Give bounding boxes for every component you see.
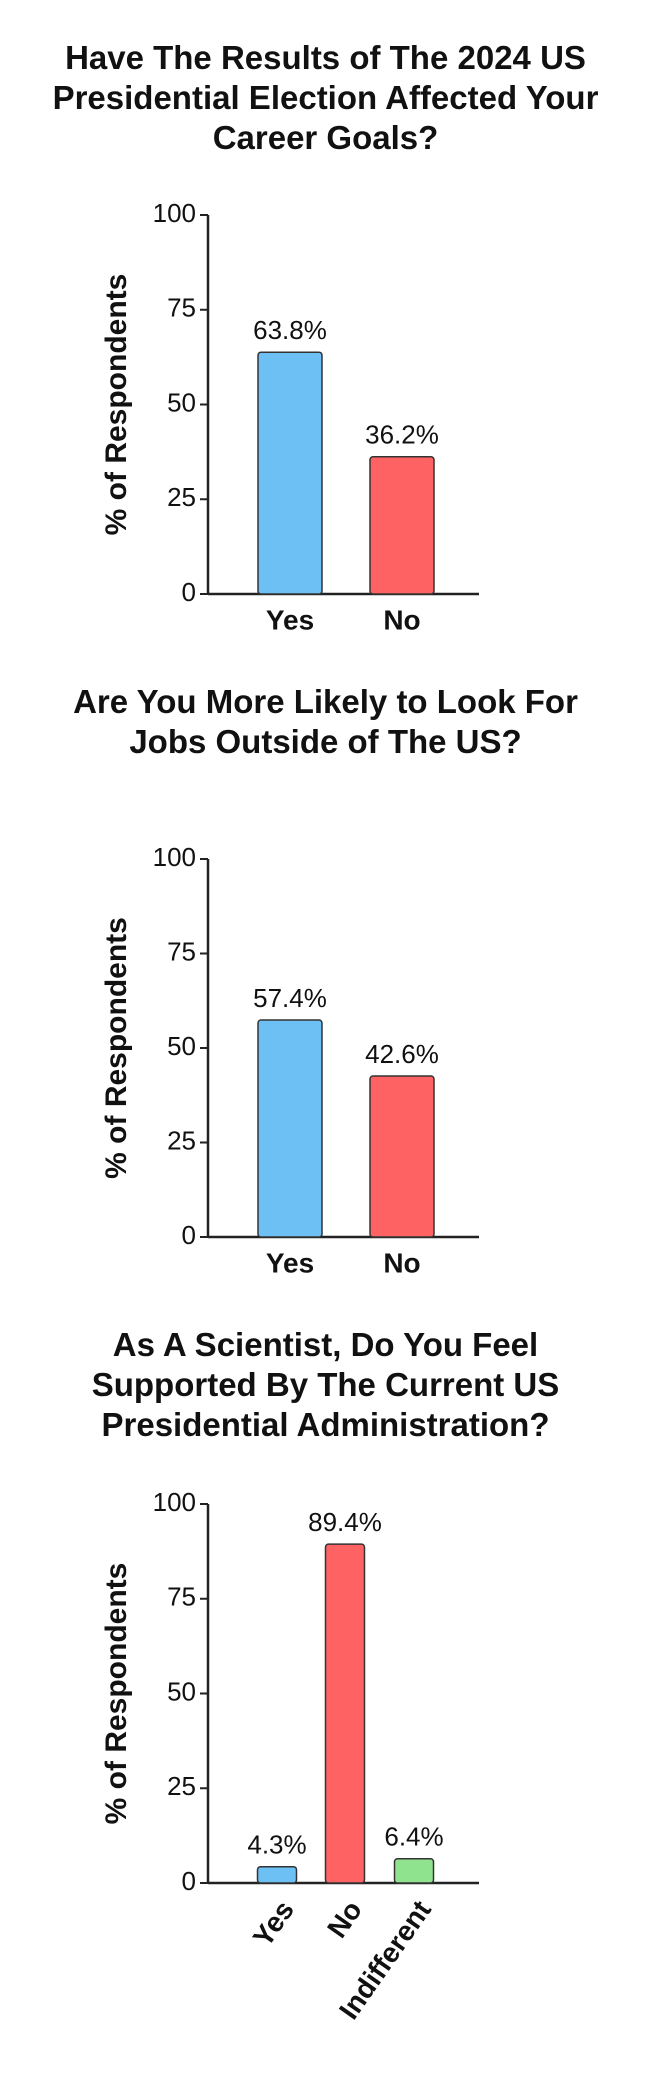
chart-title: As A Scientist, Do You Feel Supported By…: [91, 1326, 560, 1443]
y-tick-label: 100: [153, 1487, 196, 1517]
y-tick-label: 100: [153, 198, 196, 228]
y-axis-label: % of Respondents: [100, 1563, 133, 1825]
value-label: 4.3%: [247, 1830, 306, 1860]
x-tick-label: Yes: [266, 1247, 314, 1278]
bar: [256, 1865, 298, 1884]
y-tick-label: 50: [167, 1031, 196, 1061]
bar: [324, 1543, 366, 1884]
y-tick-label: 75: [167, 293, 196, 323]
x-tick-label: No: [321, 1895, 368, 1943]
x-tick-label: Yes: [266, 604, 314, 635]
bar: [257, 1019, 323, 1238]
y-tick-label: 0: [182, 1866, 196, 1896]
y-tick-label: 0: [182, 1220, 196, 1250]
y-axis-label: % of Respondents: [100, 917, 133, 1179]
y-axis-label: % of Respondents: [100, 274, 133, 536]
y-tick-label: 0: [182, 577, 196, 607]
x-tick-label: Yes: [247, 1895, 300, 1952]
value-label: 89.4%: [308, 1507, 382, 1537]
bar: [257, 351, 323, 595]
x-tick-label: No: [383, 1247, 420, 1278]
bar: [369, 456, 435, 595]
y-tick-label: 75: [167, 936, 196, 966]
value-label: 63.8%: [253, 315, 327, 345]
chart-title: Are You More Likely to Look For Jobs Out…: [73, 683, 578, 760]
value-label: 42.6%: [365, 1039, 439, 1069]
y-tick-label: 25: [167, 1771, 196, 1801]
bar: [393, 1857, 435, 1884]
y-tick-label: 25: [167, 1125, 196, 1155]
value-label: 36.2%: [365, 420, 439, 450]
chart-title: Have The Results of The 2024 US Presiden…: [52, 39, 599, 156]
y-tick-label: 25: [167, 482, 196, 512]
y-tick-label: 100: [153, 842, 196, 872]
value-label: 57.4%: [253, 983, 327, 1013]
x-tick-label: No: [383, 604, 420, 635]
value-label: 6.4%: [384, 1822, 443, 1852]
y-tick-label: 50: [167, 1676, 196, 1706]
y-tick-label: 75: [167, 1582, 196, 1612]
bar: [369, 1075, 435, 1238]
y-tick-label: 50: [167, 387, 196, 417]
